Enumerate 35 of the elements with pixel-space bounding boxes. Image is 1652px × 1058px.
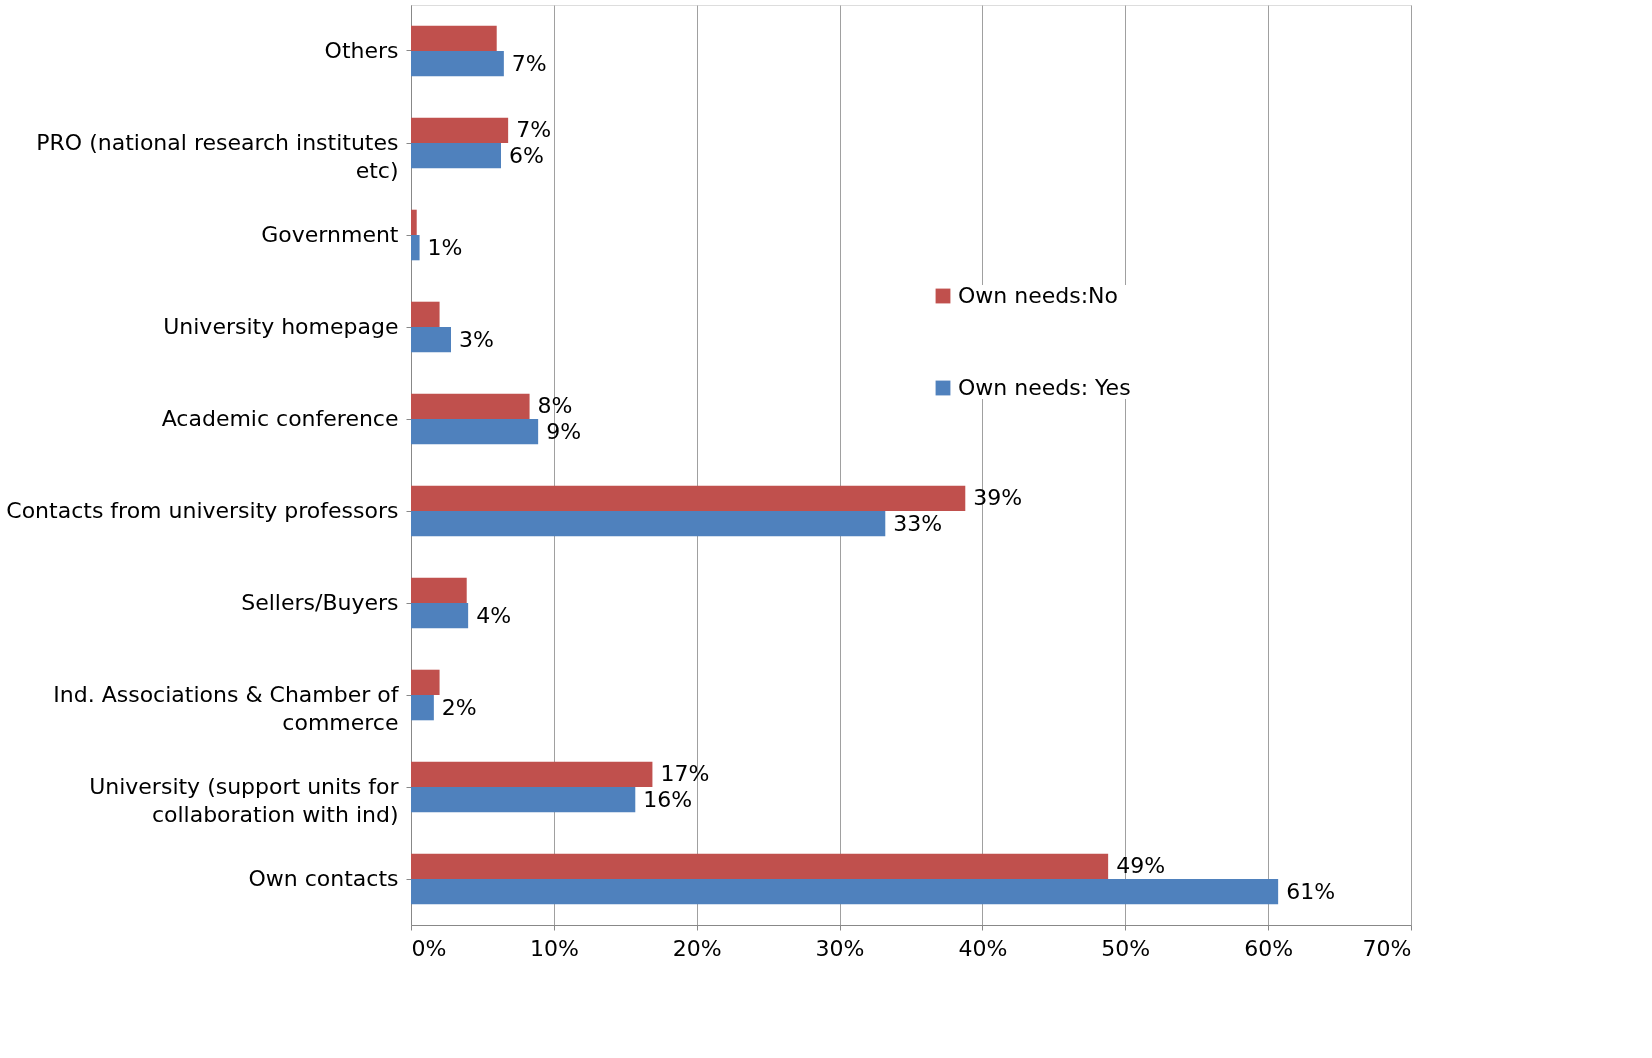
x-tick-label: 70%: [1362, 935, 1412, 961]
data-label: 9%: [546, 418, 582, 444]
y-tick-label: Own contacts: [248, 866, 399, 891]
y-tick-label: Others: [324, 38, 399, 63]
y-tick-label: Academic conference: [161, 406, 399, 431]
data-label: 8%: [537, 393, 573, 419]
y-tick-label: Ind. Associations & Chamber of commerce: [53, 682, 400, 735]
y-tick-label: Sellers/Buyers: [241, 590, 399, 615]
x-tick-label: 60%: [1244, 935, 1294, 961]
legend-label: Own needs:No: [958, 283, 1119, 308]
x-tick-label: 20%: [672, 935, 722, 961]
data-label: 1%: [427, 234, 463, 260]
data-label: 7%: [511, 50, 547, 76]
x-tick-label: 50%: [1101, 935, 1151, 961]
y-tick-label: University homepage: [163, 314, 399, 339]
data-label: 17%: [660, 761, 710, 787]
data-label: 61%: [1286, 878, 1336, 904]
legend-label: Own needs: Yes: [958, 375, 1131, 400]
y-tick-label: Government: [261, 222, 399, 247]
data-label: 49%: [1116, 853, 1166, 879]
x-tick-label: 30%: [815, 935, 865, 961]
data-label: 6%: [509, 142, 544, 168]
data-label: 33%: [893, 510, 943, 536]
y-tick-label: Contacts from university professors: [6, 498, 399, 523]
data-label: 39%: [973, 485, 1023, 511]
data-label: 16%: [643, 786, 693, 812]
y-tick-label: University (support units for collaboration with ind): [89, 774, 400, 827]
x-tick-label: 0%: [411, 935, 447, 961]
data-label: 3%: [459, 326, 494, 352]
data-label: 2%: [441, 694, 477, 720]
data-label: 4%: [476, 602, 512, 628]
data-label: 7%: [516, 117, 552, 143]
x-tick-label: 40%: [958, 935, 1008, 961]
x-tick-label: 10%: [529, 935, 579, 961]
y-tick-label: PRO (national research institutes etc): [36, 130, 399, 183]
